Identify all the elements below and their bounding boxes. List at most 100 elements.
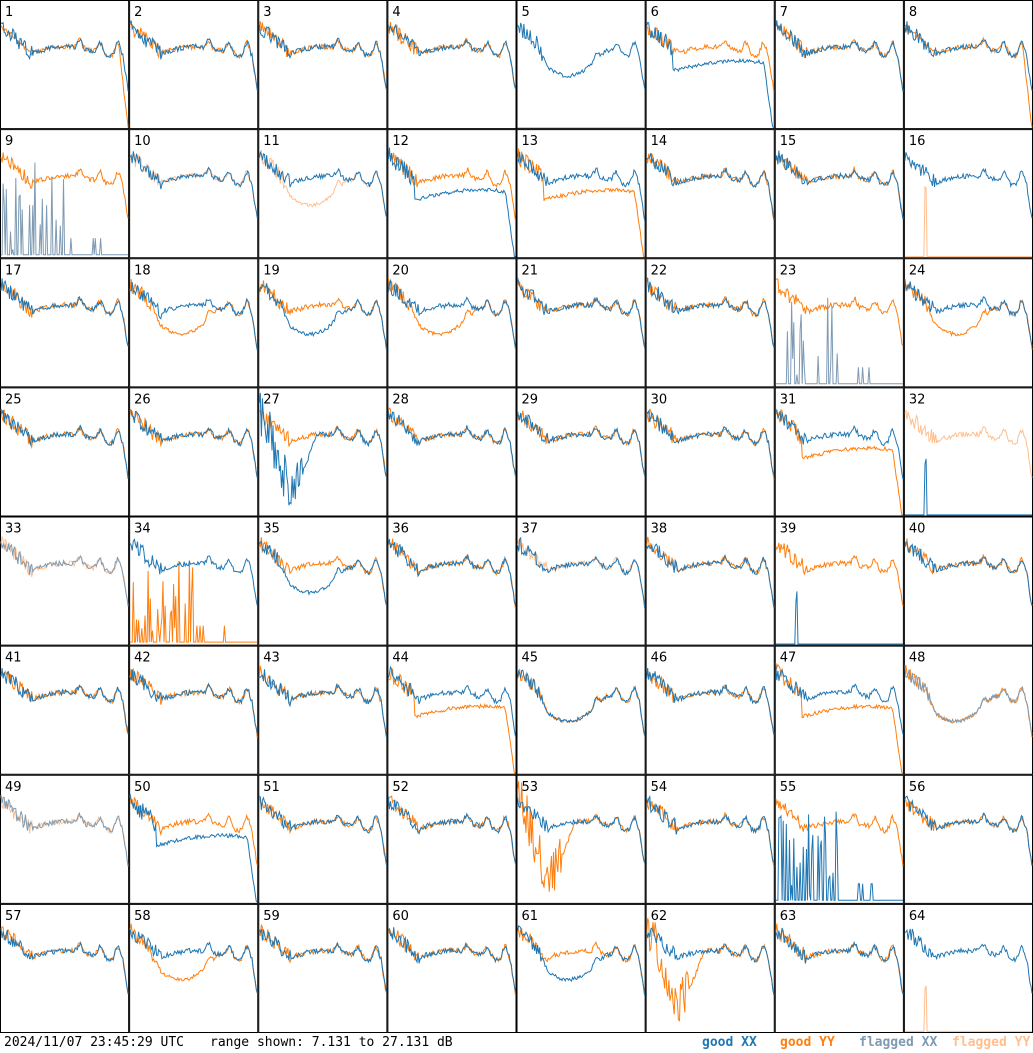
tile-frame [129,645,259,775]
trace-xx-19 [258,283,387,350]
tile-5: 5 [516,0,646,130]
trace-xx-29 [517,411,646,476]
tile-61: 61 [516,903,646,1033]
tile-number: 32 [909,392,926,407]
tile-54: 54 [645,774,775,904]
trace-xx-24 [904,279,1033,346]
trace-xx-33 [0,542,129,607]
tile-27: 27 [258,387,388,517]
tile-56: 56 [903,774,1033,904]
tile-frame [387,903,517,1033]
trace-xx-52 [387,796,516,865]
trace-xx-34 [129,538,258,606]
tile-frame [516,516,646,646]
trace-xx-39 [775,591,903,645]
trace-yy-33 [0,535,129,607]
tile-28: 28 [387,387,517,517]
tile-frame [645,129,775,259]
tile-18: 18 [129,258,259,388]
trace-xx-17 [0,278,129,347]
tile-49: 49 [0,774,130,904]
trace-yy-4 [387,21,516,89]
trace-xx-36 [387,539,516,605]
trace-xx-28 [387,410,516,477]
tile-20: 20 [387,258,517,388]
trace-xx-30 [646,409,775,475]
trace-yy-28 [387,407,516,477]
tile-number: 56 [909,780,926,795]
tile-number: 26 [134,392,151,407]
tile-63: 63 [774,903,904,1033]
tile-frame [258,645,388,775]
trace-xx-22 [646,277,775,348]
tile-17: 17 [0,258,130,388]
tile-33: 33 [0,516,130,646]
tile-1: 1 [0,0,130,130]
tile-frame [129,903,259,1033]
trace-yy-6 [646,25,775,92]
trace-yy-64 [904,985,1032,1032]
tile-number: 53 [522,780,539,795]
tile-4: 4 [387,0,517,130]
trace-xx-11 [258,150,387,218]
trace-yy-26 [129,409,258,478]
trace-yy-63 [775,923,904,994]
legend-flagged-xx: flagged XX [859,1035,938,1050]
trace-yy-9 [0,152,129,219]
tile-number: 62 [651,909,668,924]
tile-47: 47 [774,645,904,775]
tile-number: 10 [134,134,151,149]
trace-xx-16 [904,152,1033,219]
tile-23: 23 [774,258,904,388]
trace-xx-42 [129,669,258,734]
tile-48: 48 [903,645,1033,775]
tile-frame [903,0,1033,130]
footer: 2024/11/07 23:45:29 UTC range shown: 7.1… [0,1033,1033,1053]
trace-xx-60 [388,927,516,992]
tile-number: 14 [651,134,668,149]
tile-frame [903,258,1033,388]
tile-frame [774,0,904,130]
tile-29: 29 [516,387,646,517]
tile-11: 11 [258,129,388,259]
trace-xx-18 [129,282,258,351]
tile-frame [645,903,775,1033]
tile-15: 15 [774,129,904,259]
trace-yy-62 [646,918,775,1022]
tile-number: 44 [392,651,409,666]
trace-xx-57 [0,928,129,995]
trace-xx-44 [387,665,516,737]
tile-number: 49 [5,780,22,795]
trace-yy-23 [775,278,904,347]
trace-yy-40 [904,538,1033,606]
tile-16: 16 [903,129,1033,259]
tile-frame [903,645,1033,775]
tile-frame [258,0,388,130]
tile-57: 57 [0,903,130,1033]
tile-22: 22 [645,258,775,388]
tile-number: 36 [392,522,409,537]
trace-xx-23 [775,297,903,385]
trace-xx-37 [517,536,646,609]
trace-xx-58 [129,929,258,994]
tile-frame [0,0,130,130]
trace-xx-45 [517,669,646,736]
tile-26: 26 [129,387,259,517]
tile-7: 7 [774,0,904,130]
trace-xx-6 [646,21,775,128]
tile-number: 24 [909,263,926,278]
trace-xx-54 [646,795,775,863]
trace-yy-51 [258,796,387,865]
trace-xx-46 [646,667,775,735]
trace-xx-63 [775,927,904,995]
tile-number: 52 [392,780,409,795]
tile-frame [387,387,517,517]
trace-xx-64 [904,928,1033,994]
tile-frame [0,903,130,1033]
tile-14: 14 [645,129,775,259]
tile-number: 30 [651,392,668,407]
tile-number: 17 [5,263,22,278]
trace-yy-18 [129,279,258,350]
tile-number: 47 [780,651,797,666]
tile-frame [645,516,775,646]
